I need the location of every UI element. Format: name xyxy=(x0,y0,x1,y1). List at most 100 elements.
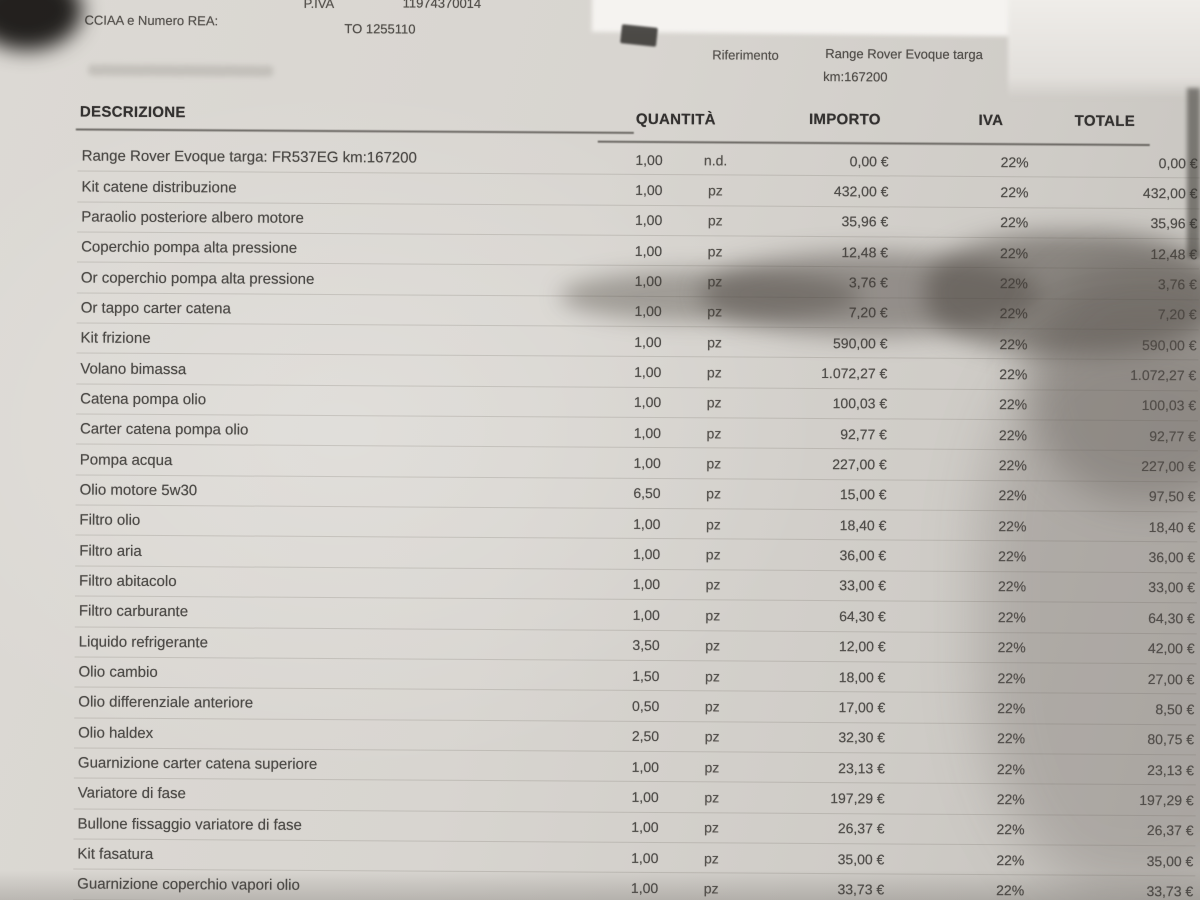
cell-quantita: 1,50 xyxy=(632,667,660,684)
cell-totale: 33,00 € xyxy=(1148,579,1196,596)
cell-totale: 27,00 € xyxy=(1147,670,1195,687)
cell-unita: pz xyxy=(705,516,721,533)
cell-totale: 7,20 € xyxy=(1157,306,1197,323)
riferimento-value-line1: Range Rover Evoque targa xyxy=(825,46,983,63)
cell-totale: 92,77 € xyxy=(1149,427,1197,445)
cell-unita: pz xyxy=(704,758,720,775)
cell-unita: pz xyxy=(706,485,722,502)
cell-iva: 22% xyxy=(999,305,1028,322)
cell-importo: 26,37 € xyxy=(837,820,885,837)
cell-importo: 35,96 € xyxy=(841,213,889,230)
cell-iva: 22% xyxy=(999,366,1028,383)
cell-descrizione: Filtro aria xyxy=(79,542,142,560)
cell-unita: pz xyxy=(708,182,723,199)
cell-iva: 22% xyxy=(998,548,1027,565)
cciaa-value: TO 1255110 xyxy=(344,21,416,37)
cell-iva: 22% xyxy=(999,275,1028,292)
cell-descrizione: Guarnizione carter catena superiore xyxy=(77,754,318,773)
cell-importo: 36,00 € xyxy=(839,547,887,564)
cell-totale: 97,50 € xyxy=(1148,488,1196,505)
cell-importo: 3,76 € xyxy=(848,274,888,291)
cell-quantita: 1,00 xyxy=(634,242,663,259)
cell-totale: 35,96 € xyxy=(1150,215,1198,232)
cell-unita: pz xyxy=(706,364,722,381)
cell-iva: 22% xyxy=(996,851,1025,868)
cell-importo: 18,40 € xyxy=(839,516,887,534)
cell-totale: 197,29 € xyxy=(1139,791,1194,809)
cell-iva: 22% xyxy=(996,760,1025,777)
cell-importo: 7,20 € xyxy=(848,304,888,321)
cell-iva: 22% xyxy=(997,639,1026,656)
cell-importo: 64,30 € xyxy=(839,607,886,625)
cell-totale: 590,00 € xyxy=(1141,336,1197,354)
cell-descrizione: Filtro olio xyxy=(79,511,141,530)
cell-iva: 22% xyxy=(1000,244,1029,261)
cell-iva: 22% xyxy=(1000,153,1029,170)
cell-quantita: 6,50 xyxy=(633,485,661,502)
cell-quantita: 0,50 xyxy=(632,697,660,714)
cell-quantita: 1,00 xyxy=(634,212,663,229)
cell-iva: 22% xyxy=(996,821,1025,838)
cell-iva: 22% xyxy=(997,669,1026,686)
cell-importo: 35,00 € xyxy=(837,850,885,867)
cell-importo: 197,29 € xyxy=(830,789,885,807)
header-underline-left xyxy=(75,128,634,134)
cell-totale: 18,40 € xyxy=(1148,518,1196,536)
cell-iva: 22% xyxy=(1000,184,1029,201)
cell-unita: pz xyxy=(705,667,720,684)
cell-importo: 590,00 € xyxy=(832,334,888,352)
cell-descrizione: Volano bimassa xyxy=(80,360,187,378)
cell-quantita: 1,00 xyxy=(632,576,661,593)
cell-unita: pz xyxy=(705,637,721,654)
cell-unita: pz xyxy=(703,849,719,866)
cell-descrizione: Coperchio pompa alta pressione xyxy=(81,238,298,258)
faint-illegible-text xyxy=(88,64,274,77)
cell-totale: 1.072,27 € xyxy=(1130,366,1197,384)
cell-importo: 1.072,27 € xyxy=(821,365,888,382)
cell-quantita: 1,00 xyxy=(634,333,662,350)
cell-totale: 432,00 € xyxy=(1142,184,1198,202)
cell-iva: 22% xyxy=(999,396,1028,413)
cell-descrizione: Olio haldex xyxy=(78,724,154,742)
cell-totale: 33,73 € xyxy=(1146,882,1194,900)
cell-totale: 227,00 € xyxy=(1141,458,1196,475)
cell-unita: pz xyxy=(705,546,721,563)
cell-unita: pz xyxy=(707,212,723,229)
cell-descrizione: Olio cambio xyxy=(78,663,158,681)
cell-descrizione: Catena pompa olio xyxy=(80,390,207,409)
cell-descrizione: Variatore di fase xyxy=(77,784,186,803)
cell-descrizione: Kit frizione xyxy=(80,329,151,348)
cell-quantita: 1,00 xyxy=(632,606,660,623)
cell-totale: 64,30 € xyxy=(1148,609,1195,627)
cell-totale: 42,00 € xyxy=(1147,640,1195,657)
cell-descrizione: Kit fasatura xyxy=(77,845,154,864)
cell-importo: 23,13 € xyxy=(838,759,885,776)
cell-descrizione: Or tappo carter catena xyxy=(80,299,231,318)
column-header-importo: IMPORTO xyxy=(808,110,881,129)
cell-quantita: 1,00 xyxy=(630,879,659,896)
cell-quantita: 1,00 xyxy=(634,272,662,290)
cell-totale: 35,00 € xyxy=(1146,852,1194,869)
cell-descrizione: Paraolio posteriore albero motore xyxy=(81,208,304,227)
cell-totale: 0,00 € xyxy=(1158,154,1198,171)
cell-quantita: 1,00 xyxy=(631,819,659,836)
cell-importo: 12,48 € xyxy=(841,243,889,261)
cell-unita: n.d. xyxy=(703,151,728,169)
column-header-descrizione: DESCRIZIONE xyxy=(79,103,186,122)
cell-descrizione: Carter catena pompa olio xyxy=(79,420,249,439)
cell-quantita: 1,00 xyxy=(633,515,661,532)
cell-importo: 432,00 € xyxy=(833,183,889,200)
cell-unita: pz xyxy=(704,698,720,715)
cell-quantita: 1,00 xyxy=(633,394,662,411)
cell-descrizione: Filtro carburante xyxy=(78,602,189,621)
cell-quantita: 1,00 xyxy=(635,151,663,168)
cell-importo: 17,00 € xyxy=(838,698,886,716)
cell-quantita: 1,00 xyxy=(633,454,661,472)
cell-descrizione: Guarnizione coperchio vapori olio xyxy=(77,875,300,895)
cell-unita: pz xyxy=(706,394,722,411)
cell-quantita: 3,50 xyxy=(632,637,660,654)
cell-descrizione: Liquido refrigerante xyxy=(78,633,209,651)
cell-unita: pz xyxy=(706,455,722,472)
cell-iva: 22% xyxy=(999,335,1028,353)
